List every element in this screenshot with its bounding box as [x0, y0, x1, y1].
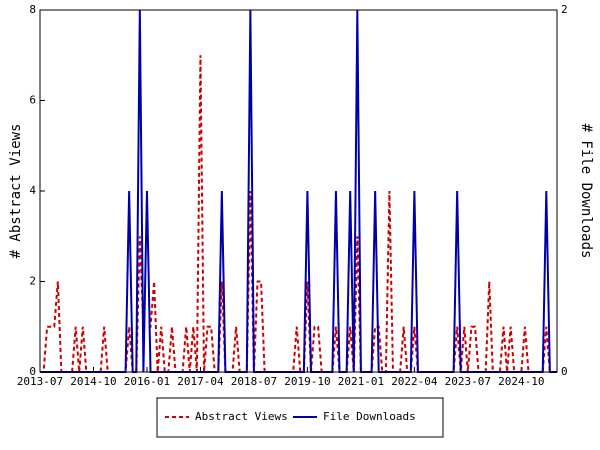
y-tick-label: 2	[29, 275, 36, 288]
y2-axis-label: # File Downloads	[578, 124, 594, 259]
x-tick-label: 2022-04	[391, 375, 438, 388]
legend-label: File Downloads	[323, 410, 416, 423]
x-tick-label: 2013-07	[17, 375, 63, 388]
y2-tick-label: 2	[561, 3, 568, 16]
y2-tick-label: 0	[561, 365, 568, 378]
x-tick-label: 2019-10	[284, 375, 330, 388]
x-tick-label: 2018-07	[231, 375, 277, 388]
x-tick-label: 2024-10	[498, 375, 544, 388]
y-tick-label: 8	[29, 3, 36, 16]
y-tick-label: 4	[29, 184, 36, 197]
y-tick-label: 6	[29, 94, 36, 107]
series-line	[40, 55, 557, 373]
y-axis-label: # Abstract Views	[8, 124, 24, 259]
x-tick-label: 2016-01	[124, 375, 170, 388]
plot-frame	[39, 9, 558, 373]
x-tick-label: 2017-04	[177, 375, 224, 388]
y-tick-label: 0	[29, 365, 36, 378]
series-line	[40, 9, 557, 373]
x-tick-label: 2023-07	[445, 375, 491, 388]
x-tick-label: 2021-01	[338, 375, 384, 388]
legend-label: Abstract Views	[195, 410, 288, 423]
x-tick-label: 2014-10	[70, 375, 116, 388]
